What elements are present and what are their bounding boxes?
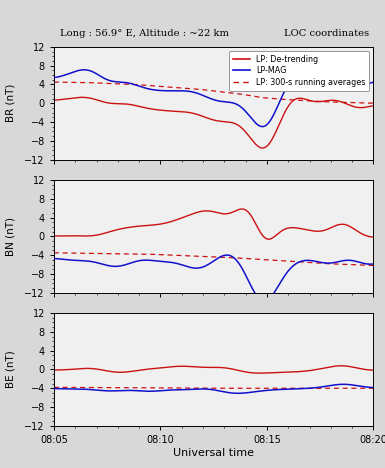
Y-axis label: BN (nT): BN (nT)	[5, 217, 15, 256]
Text: Long : 56.9° E, Altitude : ~22 km: Long : 56.9° E, Altitude : ~22 km	[60, 29, 229, 38]
Y-axis label: BR (nT): BR (nT)	[5, 84, 15, 123]
X-axis label: Universal time: Universal time	[173, 448, 254, 458]
Y-axis label: BE (nT): BE (nT)	[5, 351, 15, 388]
Legend: LP: De-trending, LP-MAG, LP: 300-s running averages: LP: De-trending, LP-MAG, LP: 300-s runni…	[229, 51, 370, 91]
Text: LOC coordinates: LOC coordinates	[284, 29, 369, 38]
